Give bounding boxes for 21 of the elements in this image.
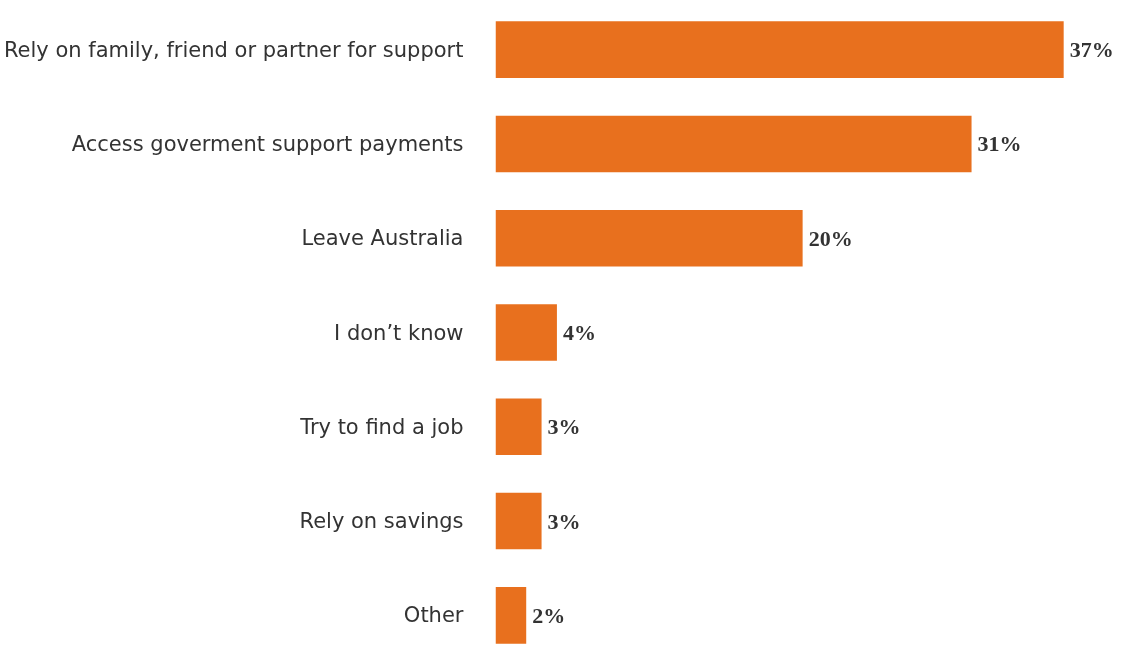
data-label: 37%	[1069, 37, 1114, 63]
data-label: 3%	[547, 508, 581, 534]
y-tick-label: Try to find a job	[299, 414, 464, 439]
y-tick-label: Rely on family, friend or partner for support	[3, 37, 464, 62]
data-label: 20%	[808, 225, 853, 251]
bar	[495, 21, 1064, 78]
data-label: 4%	[562, 320, 596, 345]
bar	[495, 209, 803, 267]
data-label: 31%	[977, 131, 1022, 157]
bar	[495, 587, 527, 644]
y-tick-label: Leave Australia	[301, 226, 464, 251]
bar	[495, 115, 972, 173]
y-tick-label: Rely on savings	[299, 509, 464, 534]
y-tick-label: Access goverment support payments	[71, 131, 464, 156]
y-tick-label: I don’t know	[334, 320, 464, 345]
y-tick-label: Other	[403, 603, 464, 628]
bar	[495, 492, 542, 550]
bar	[495, 304, 557, 361]
data-label: 3%	[547, 414, 581, 440]
bar	[495, 398, 542, 456]
data-label: 2%	[532, 602, 566, 628]
